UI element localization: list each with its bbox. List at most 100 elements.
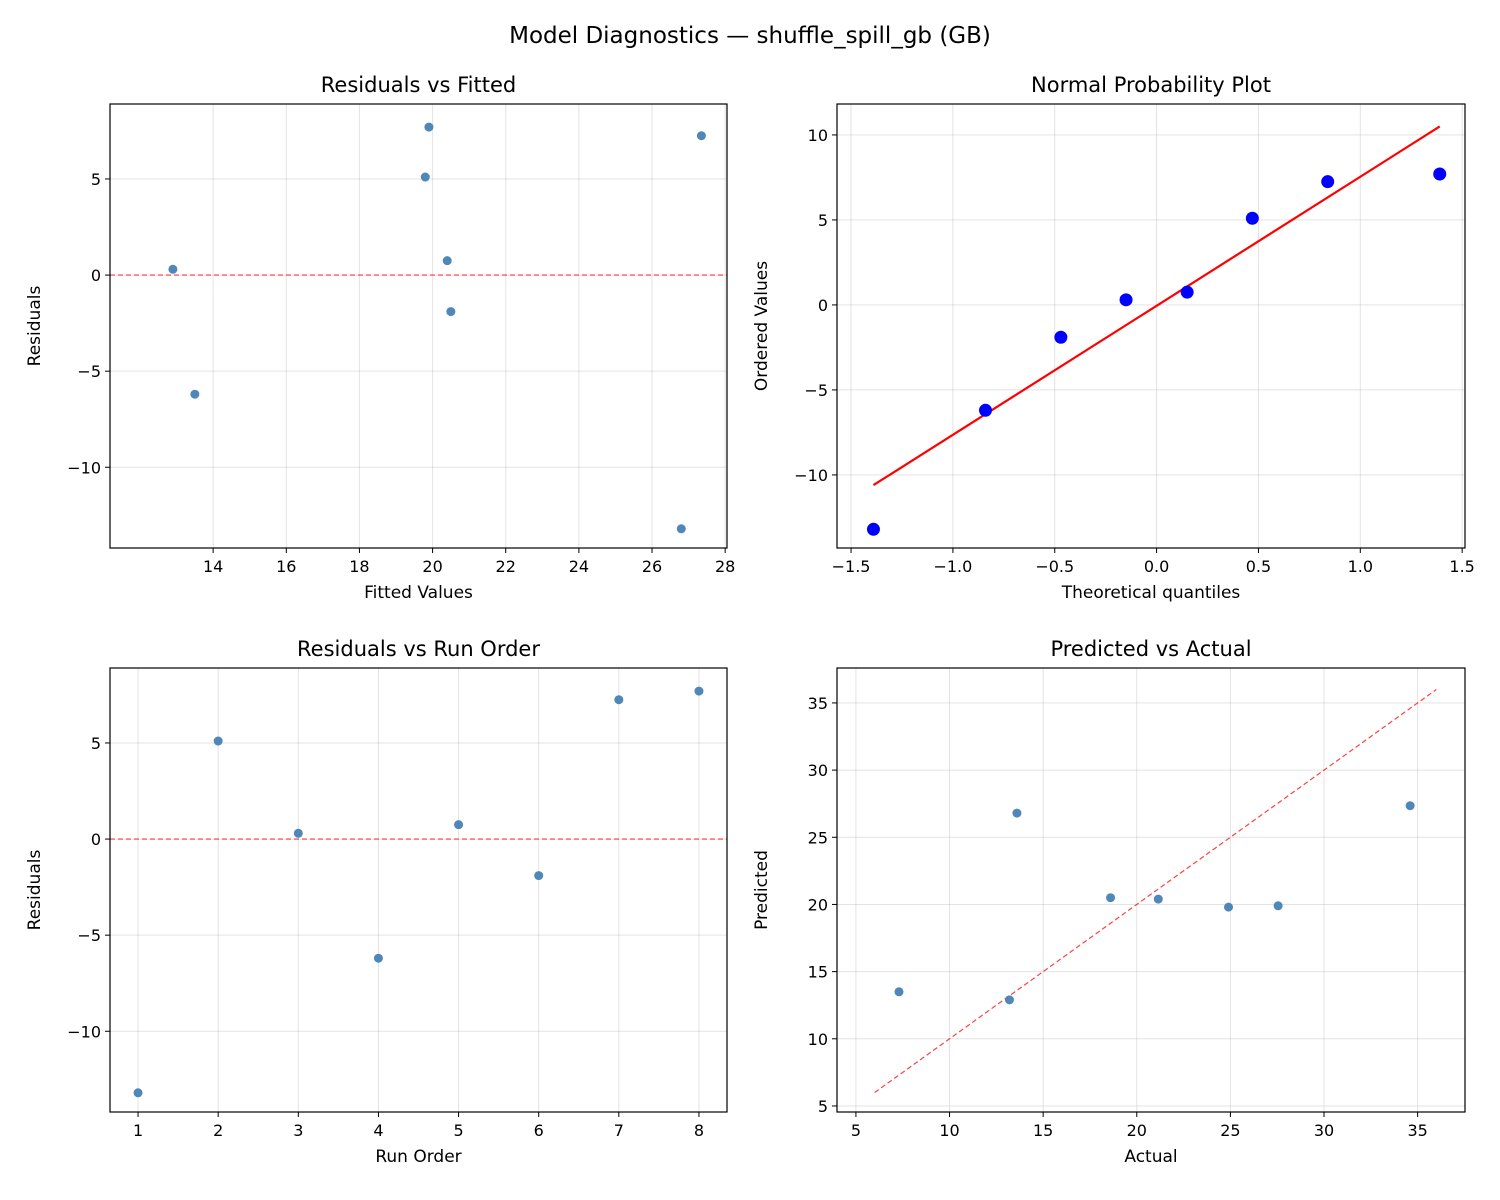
data-point [190,389,200,399]
y-tick-label: 10 [808,126,828,145]
data-point [1321,175,1335,189]
y-tick-label: 0 [818,296,828,315]
x-tick-label: −0.5 [1035,557,1074,576]
axes-frame [836,103,1466,549]
data-point [1245,211,1259,225]
x-axis-label: Run Order [375,1147,461,1167]
subplot-title: Residuals vs Fitted [321,73,516,97]
x-tick-label: 25 [1220,1121,1240,1140]
reference-line [874,689,1437,1094]
data-point [1119,293,1133,307]
x-tick-label: 20 [422,557,442,576]
y-axis-label: Ordered Values [752,261,772,391]
y-axis-label: Residuals [25,286,45,367]
x-tick-label: 22 [496,557,516,576]
y-axis-label: Residuals [25,850,45,931]
y-tick-label: −5 [804,381,828,400]
reference-line [872,125,1441,487]
data-point [534,871,544,881]
x-tick-label: 15 [1033,1121,1053,1140]
y-tick-label: −10 [794,466,828,485]
y-tick-label: 20 [808,895,828,914]
data-point [614,695,624,705]
data-point [454,820,464,830]
subplot-qq: −1.5 −1.0 −0.5 0.0 0.5 1.0 1.5 −10 −5 0 5 10 Normal … [752,73,1475,603]
subplot-resid_order: 1 2 3 4 5 6 7 8 −10 −5 0 5 Residuals vs Run Order Run… [25,637,728,1167]
x-tick-label: 2 [213,1121,223,1140]
x-axis-label: Actual [1124,1147,1177,1167]
data-point [1153,894,1163,904]
x-tick-label: 7 [614,1121,624,1140]
data-point [373,953,383,963]
x-tick-label: 35 [1407,1121,1427,1140]
data-point [978,403,992,417]
data-point [866,522,880,536]
subplot-pred_actual: 5 10 15 20 25 30 35 5 10 15 20 25 30 35 Predicted vs A… [752,637,1466,1167]
data-point [442,256,452,266]
y-tick-label: −10 [67,1022,101,1041]
data-point [1180,285,1194,299]
data-point [696,131,706,141]
x-tick-label: 26 [642,557,662,576]
x-tick-label: 8 [694,1121,704,1140]
x-tick-label: 0.5 [1246,557,1271,576]
x-tick-label: 14 [203,557,223,576]
axes-frame [836,667,1466,1113]
data-point [420,172,430,182]
data-point [293,828,303,838]
y-tick-label: 0 [91,266,101,285]
x-tick-label: 0.0 [1144,557,1169,576]
data-point [1405,801,1415,811]
y-tick-label: 25 [808,828,828,847]
y-tick-label: 0 [91,830,101,849]
data-point [213,736,223,746]
y-tick-label: 35 [808,694,828,713]
subplot-title: Residuals vs Run Order [297,637,540,661]
x-tick-label: 4 [373,1121,383,1140]
data-point [133,1088,143,1098]
x-tick-label: 5 [851,1121,861,1140]
x-tick-label: 3 [293,1121,303,1140]
y-tick-label: −10 [67,458,101,477]
x-tick-label: 16 [276,557,296,576]
x-tick-label: 1.5 [1449,557,1474,576]
subplot-title: Predicted vs Actual [1050,637,1251,661]
data-point [694,686,704,696]
y-tick-label: 5 [91,734,101,753]
subplot-resid_fitted: 14 16 18 20 22 24 26 28 −10 −5 0 5 Residuals vs Fitt… [25,73,735,603]
data-point [424,122,434,132]
x-tick-label: 20 [1127,1121,1147,1140]
data-point [1004,995,1014,1005]
data-point [168,264,178,274]
data-point [1273,901,1283,911]
x-tick-label: 30 [1314,1121,1334,1140]
data-point [1224,902,1234,912]
y-tick-label: 10 [808,1030,828,1049]
x-tick-label: 6 [534,1121,544,1140]
data-point [1012,808,1022,818]
y-tick-label: 30 [808,761,828,780]
y-tick-label: −5 [77,926,101,945]
data-point [1054,330,1068,344]
data-point [1433,167,1447,181]
x-tick-label: −1.5 [832,557,871,576]
y-tick-label: 5 [818,1097,828,1116]
x-tick-label: 1 [133,1121,143,1140]
x-tick-label: 5 [453,1121,463,1140]
y-axis-label: Predicted [752,850,772,930]
figure-title: Model Diagnostics — shuffle_spill_gb (GB… [509,23,991,49]
x-tick-label: 24 [569,557,589,576]
axes-frame [109,103,728,549]
x-tick-label: 18 [349,557,369,576]
data-point [1106,893,1116,903]
y-tick-label: 5 [818,211,828,230]
axes-frame [109,667,728,1113]
data-point [894,987,904,997]
y-tick-label: 15 [808,963,828,982]
x-tick-label: 10 [939,1121,959,1140]
data-point [446,307,456,317]
x-tick-label: 1.0 [1348,557,1373,576]
y-tick-label: −5 [77,362,101,381]
subplot-title: Normal Probability Plot [1031,73,1271,97]
